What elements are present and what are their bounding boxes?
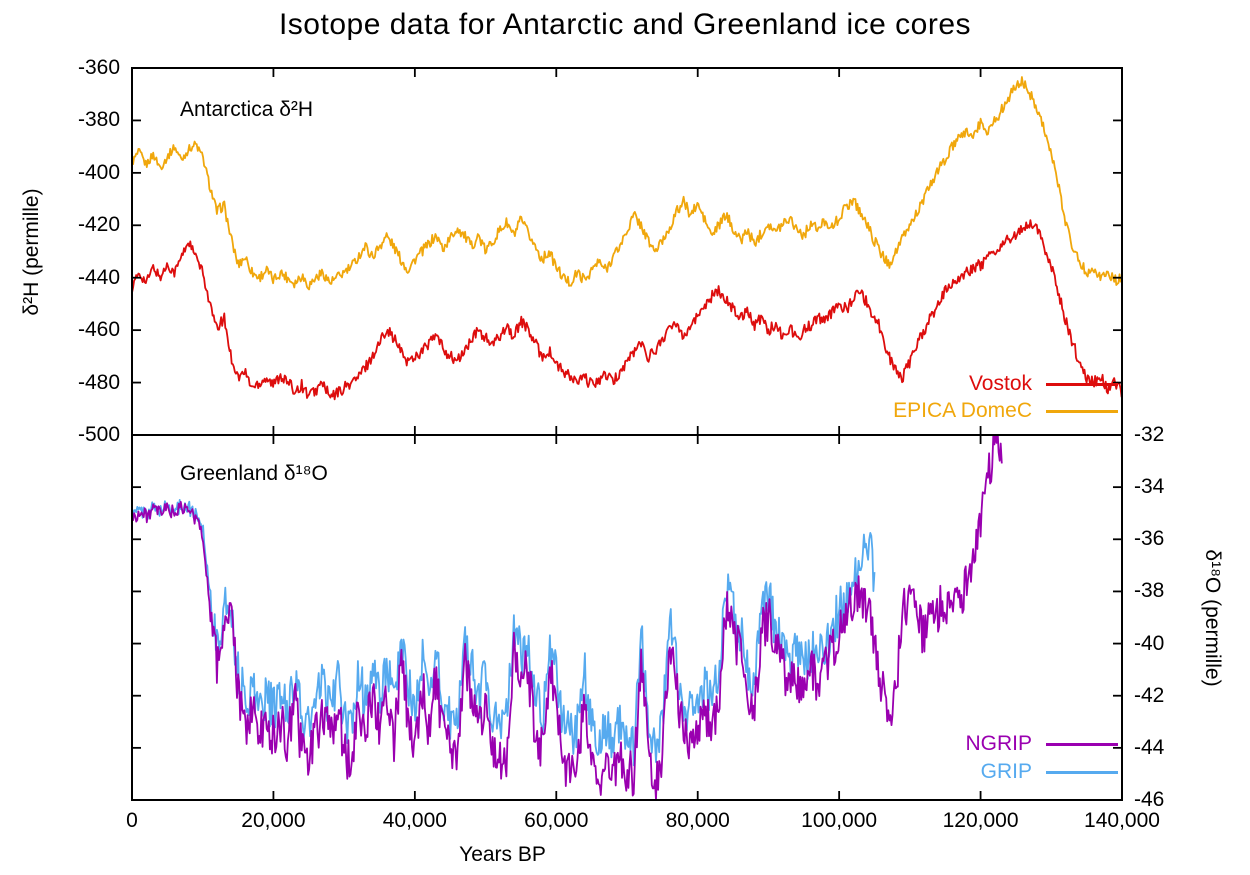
legend-label: GRIP xyxy=(980,760,1032,783)
xtick-label: 60,000 xyxy=(524,809,589,832)
legend-label: EPICA DomeC xyxy=(893,399,1032,422)
ytick-label-bottom: -36 xyxy=(1134,527,1165,551)
ytick-label-top: -360 xyxy=(77,56,120,79)
xtick-label: 20,000 xyxy=(241,809,306,832)
ytick-label-bottom: -42 xyxy=(1134,683,1165,707)
series-epica-domec-line xyxy=(133,76,1121,291)
xtick-label: 140,000 xyxy=(1084,809,1160,832)
xtick-label: 80,000 xyxy=(665,809,730,832)
legend-label: NGRIP xyxy=(965,732,1032,755)
ytick-label-bottom: -40 xyxy=(1134,631,1165,655)
ytick-label-top: -380 xyxy=(77,108,120,132)
ytick-label-bottom: -44 xyxy=(1134,735,1165,759)
bottom-panel-annotation: Greenland δ¹⁸O xyxy=(180,462,328,485)
legend-line-sample xyxy=(1046,770,1118,774)
top-panel-annotation: Antarctica δ²H xyxy=(180,98,314,121)
legend-item-epica-domec: EPICA DomeC xyxy=(893,399,1118,423)
ytick-label-top: -500 xyxy=(77,423,120,446)
ytick-label-top: -460 xyxy=(77,318,120,342)
series-ngrip-line xyxy=(133,436,1003,799)
legend-line-sample xyxy=(1046,409,1118,413)
ytick-label-top: -480 xyxy=(77,370,120,394)
ytick-label-bottom: -38 xyxy=(1134,579,1165,603)
xtick-label: 40,000 xyxy=(382,809,447,832)
ytick-label-bottom: -34 xyxy=(1134,475,1165,499)
ytick-label-top: -440 xyxy=(77,265,120,289)
legend-line-sample xyxy=(1046,742,1118,746)
series-grip-line xyxy=(133,499,876,767)
legend-line-sample xyxy=(1046,382,1118,386)
legend-label: Vostok xyxy=(968,372,1032,395)
ytick-label-top: -420 xyxy=(77,213,120,237)
ytick-label-top: -400 xyxy=(77,160,120,184)
xtick-label: 0 xyxy=(126,809,138,832)
bottom-panel-border xyxy=(131,434,1123,801)
y-axis-label-left: δ²H (permille) xyxy=(20,188,43,316)
xtick-label: 100,000 xyxy=(801,809,878,832)
legend-item-grip: GRIP xyxy=(981,760,1118,784)
legend-item-ngrip: NGRIP xyxy=(965,732,1118,756)
chart-title: Isotope data for Antarctic and Greenland… xyxy=(278,8,972,41)
y-axis-label-right: δ¹⁸O (permille) xyxy=(1201,549,1224,687)
ytick-label-bottom: -32 xyxy=(1134,423,1165,446)
series-vostok-line xyxy=(133,219,1121,401)
x-axis-label: Years BP xyxy=(459,843,546,866)
ytick-label-bottom: -46 xyxy=(1134,788,1165,811)
xtick-label: 120,000 xyxy=(942,809,1019,832)
legend-item-vostok: Vostok xyxy=(969,372,1118,396)
